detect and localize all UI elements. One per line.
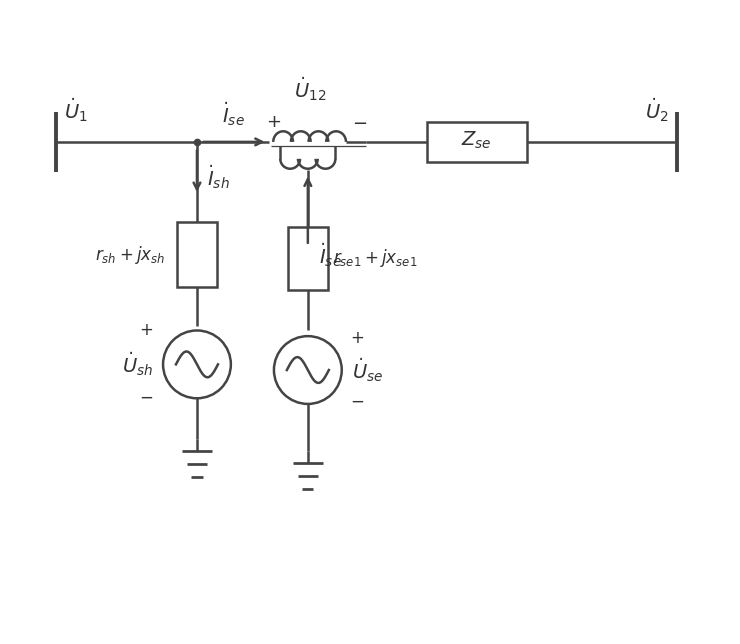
Text: $\dot{U}_{12}$: $\dot{U}_{12}$ [294,75,326,103]
Text: $-$: $-$ [350,392,364,410]
Bar [177,222,217,287]
Text: $-$: $-$ [139,387,153,405]
Text: $+$: $+$ [266,113,280,131]
Text: $+$: $+$ [139,321,153,339]
Text: $-$: $-$ [352,113,367,131]
Text: $\dot{I}_{se}$: $\dot{I}_{se}$ [222,100,244,128]
Text: $r_{se1}+jx_{se1}$: $r_{se1}+jx_{se1}$ [332,247,417,269]
Text: $+$: $+$ [350,328,364,346]
Text: $\dot{U}_{sh}$: $\dot{U}_{sh}$ [122,350,153,378]
Text: $\dot{U}_{se}$: $\dot{U}_{se}$ [352,356,383,384]
Text: $\dot{I}_{sh}$: $\dot{I}_{sh}$ [207,164,229,191]
Text: $\dot{U}_2$: $\dot{U}_2$ [645,97,669,124]
Bar [288,227,328,290]
Text: $\dot{I}_{se}$: $\dot{I}_{se}$ [319,241,342,269]
Text: $r_{sh}+jx_{sh}$: $r_{sh}+jx_{sh}$ [95,244,165,266]
Bar [426,122,527,162]
Circle shape [274,336,342,404]
Text: $\dot{U}_1$: $\dot{U}_1$ [64,97,88,124]
Circle shape [163,330,231,398]
Text: $Z_{se}$: $Z_{se}$ [461,130,492,151]
